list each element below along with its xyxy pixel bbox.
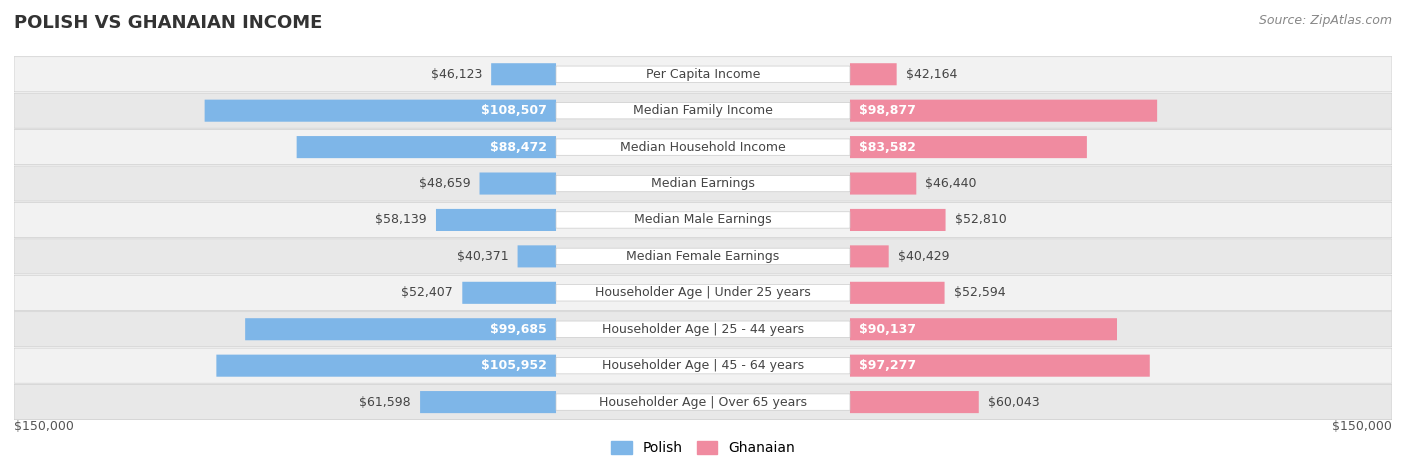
Text: Median Male Earnings: Median Male Earnings — [634, 213, 772, 226]
Text: $40,371: $40,371 — [457, 250, 509, 263]
Text: $48,659: $48,659 — [419, 177, 471, 190]
Text: Householder Age | Under 25 years: Householder Age | Under 25 years — [595, 286, 811, 299]
Text: $60,043: $60,043 — [988, 396, 1039, 409]
FancyBboxPatch shape — [555, 394, 851, 410]
FancyBboxPatch shape — [420, 391, 555, 413]
FancyBboxPatch shape — [555, 175, 851, 192]
Text: $40,429: $40,429 — [898, 250, 949, 263]
FancyBboxPatch shape — [851, 136, 1087, 158]
Text: Householder Age | 25 - 44 years: Householder Age | 25 - 44 years — [602, 323, 804, 336]
FancyBboxPatch shape — [555, 284, 851, 301]
FancyBboxPatch shape — [245, 318, 555, 340]
Text: Per Capita Income: Per Capita Income — [645, 68, 761, 81]
FancyBboxPatch shape — [297, 136, 555, 158]
FancyBboxPatch shape — [14, 57, 1392, 92]
Text: $52,810: $52,810 — [955, 213, 1007, 226]
FancyBboxPatch shape — [851, 99, 1157, 122]
Text: $83,582: $83,582 — [859, 141, 917, 154]
Text: Median Family Income: Median Family Income — [633, 104, 773, 117]
FancyBboxPatch shape — [14, 93, 1392, 128]
Text: Householder Age | 45 - 64 years: Householder Age | 45 - 64 years — [602, 359, 804, 372]
Legend: Polish, Ghanaian: Polish, Ghanaian — [605, 436, 801, 461]
FancyBboxPatch shape — [14, 239, 1392, 274]
FancyBboxPatch shape — [555, 66, 851, 83]
Text: POLISH VS GHANAIAN INCOME: POLISH VS GHANAIAN INCOME — [14, 14, 322, 32]
Text: Median Household Income: Median Household Income — [620, 141, 786, 154]
FancyBboxPatch shape — [851, 282, 945, 304]
FancyBboxPatch shape — [205, 99, 555, 122]
Text: $108,507: $108,507 — [481, 104, 547, 117]
Text: $97,277: $97,277 — [859, 359, 917, 372]
Text: $52,407: $52,407 — [401, 286, 453, 299]
FancyBboxPatch shape — [851, 318, 1116, 340]
FancyBboxPatch shape — [479, 172, 555, 195]
FancyBboxPatch shape — [14, 129, 1392, 165]
Text: Source: ZipAtlas.com: Source: ZipAtlas.com — [1258, 14, 1392, 27]
FancyBboxPatch shape — [14, 202, 1392, 238]
Text: $150,000: $150,000 — [14, 420, 75, 433]
FancyBboxPatch shape — [555, 139, 851, 156]
FancyBboxPatch shape — [851, 245, 889, 268]
FancyBboxPatch shape — [463, 282, 555, 304]
FancyBboxPatch shape — [851, 63, 897, 85]
FancyBboxPatch shape — [555, 212, 851, 228]
FancyBboxPatch shape — [851, 354, 1150, 377]
Text: $46,123: $46,123 — [430, 68, 482, 81]
FancyBboxPatch shape — [217, 354, 555, 377]
Text: $46,440: $46,440 — [925, 177, 977, 190]
Text: $58,139: $58,139 — [375, 213, 427, 226]
FancyBboxPatch shape — [555, 102, 851, 119]
Text: $42,164: $42,164 — [905, 68, 957, 81]
Text: Median Earnings: Median Earnings — [651, 177, 755, 190]
FancyBboxPatch shape — [851, 209, 946, 231]
FancyBboxPatch shape — [555, 357, 851, 374]
Text: $61,598: $61,598 — [360, 396, 411, 409]
Text: $88,472: $88,472 — [489, 141, 547, 154]
FancyBboxPatch shape — [14, 384, 1392, 420]
FancyBboxPatch shape — [517, 245, 555, 268]
FancyBboxPatch shape — [436, 209, 555, 231]
Text: $150,000: $150,000 — [1331, 420, 1392, 433]
FancyBboxPatch shape — [555, 321, 851, 338]
FancyBboxPatch shape — [14, 311, 1392, 347]
FancyBboxPatch shape — [491, 63, 555, 85]
Text: $98,877: $98,877 — [859, 104, 917, 117]
FancyBboxPatch shape — [14, 275, 1392, 311]
FancyBboxPatch shape — [851, 172, 917, 195]
Text: $90,137: $90,137 — [859, 323, 917, 336]
FancyBboxPatch shape — [851, 391, 979, 413]
Text: $52,594: $52,594 — [953, 286, 1005, 299]
Text: $105,952: $105,952 — [481, 359, 547, 372]
FancyBboxPatch shape — [14, 348, 1392, 383]
Text: Householder Age | Over 65 years: Householder Age | Over 65 years — [599, 396, 807, 409]
Text: $99,685: $99,685 — [491, 323, 547, 336]
FancyBboxPatch shape — [14, 166, 1392, 201]
FancyBboxPatch shape — [555, 248, 851, 265]
Text: Median Female Earnings: Median Female Earnings — [627, 250, 779, 263]
